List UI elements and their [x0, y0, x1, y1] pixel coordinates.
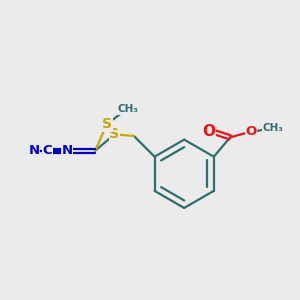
Text: O: O — [202, 124, 215, 139]
Text: C: C — [43, 144, 52, 157]
Text: S: S — [102, 117, 112, 131]
Text: N: N — [61, 144, 73, 157]
Text: CH₃: CH₃ — [118, 104, 139, 114]
Text: O: O — [245, 125, 256, 138]
Text: CH₃: CH₃ — [262, 123, 283, 133]
Text: N: N — [28, 144, 40, 157]
Text: S: S — [110, 128, 119, 141]
